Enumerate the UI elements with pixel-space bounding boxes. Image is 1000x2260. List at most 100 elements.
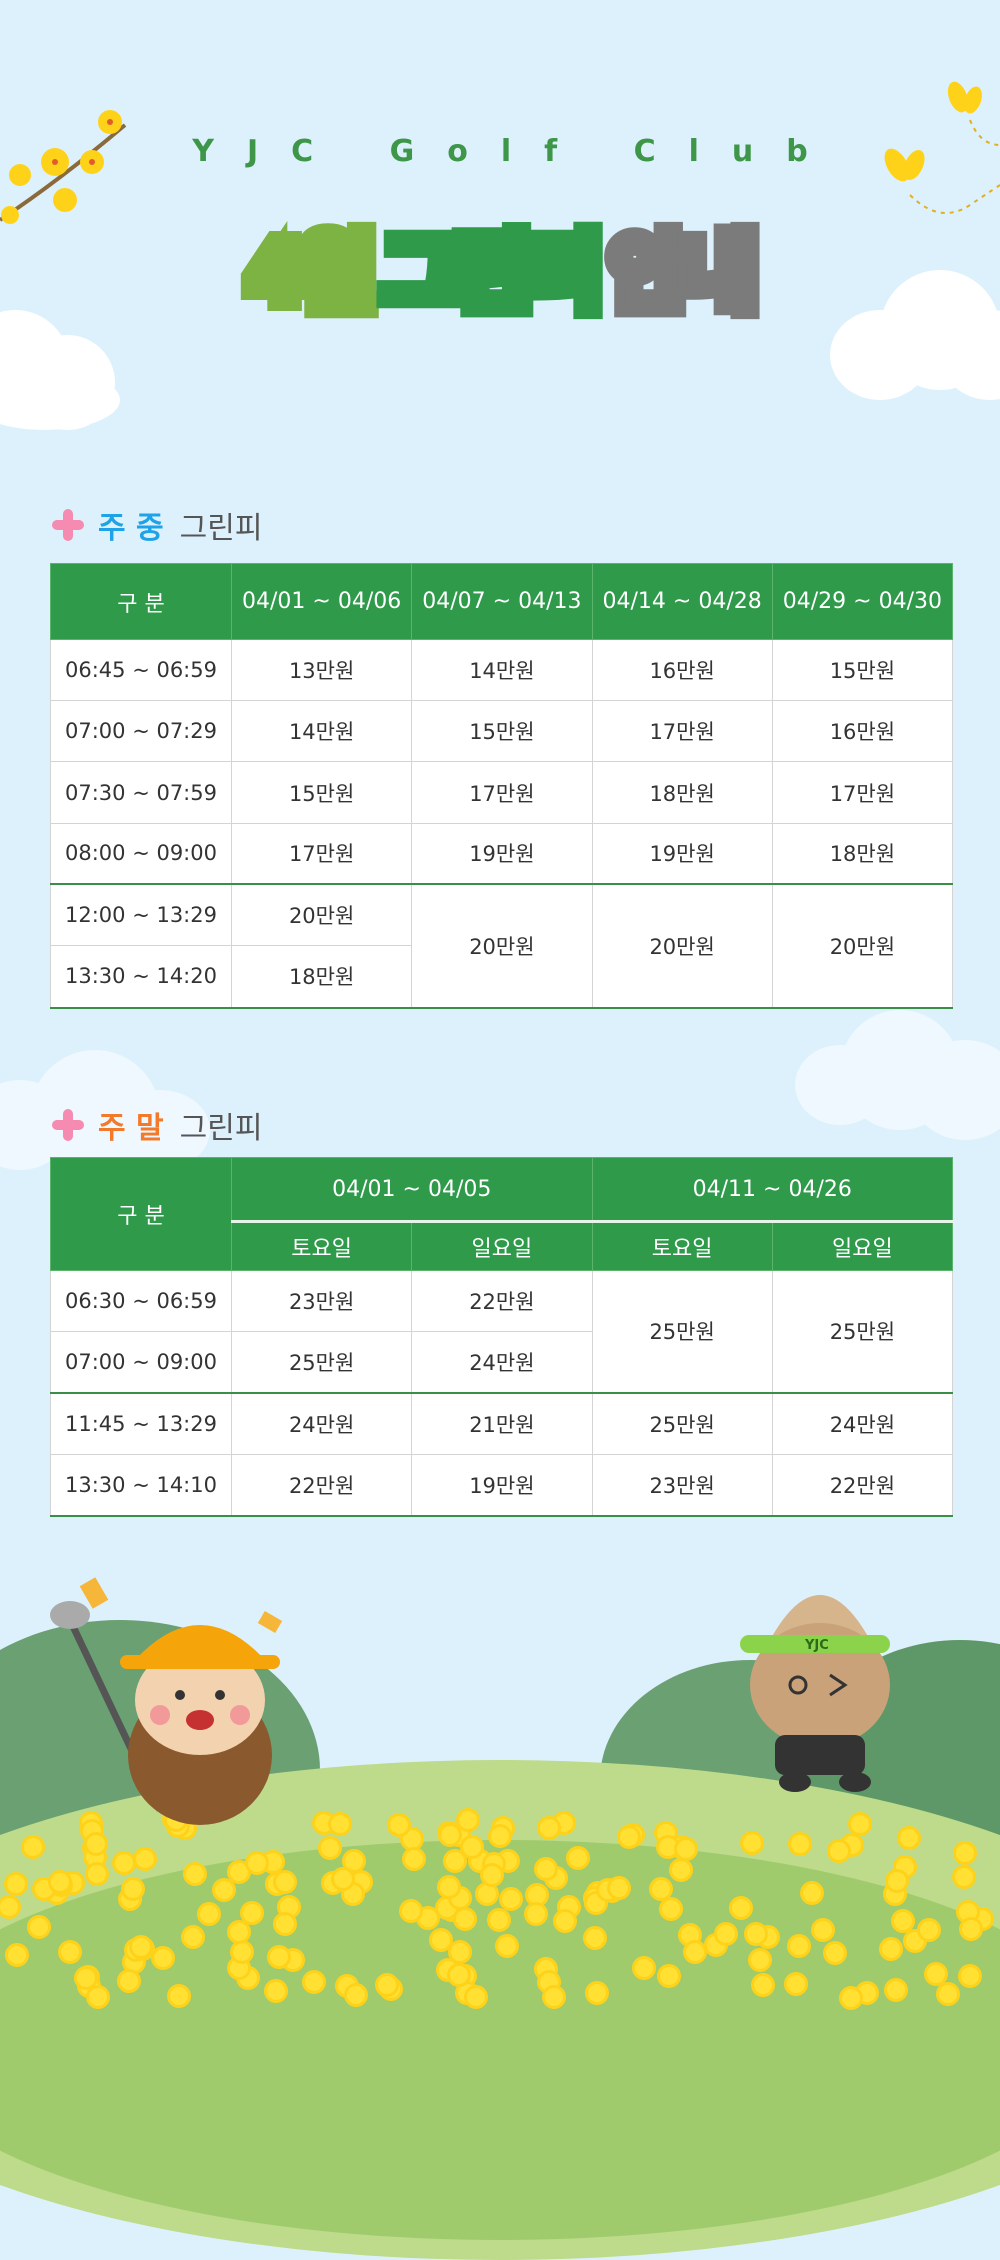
time-cell: 11:45 ~ 13:29 — [50, 1391, 232, 1455]
price-cell: 17만원 — [230, 823, 413, 884]
weekend-fee-table: 구 분 04/01 ~ 04/05 04/11 ~ 04/26 토요일 일요일 … — [50, 1157, 954, 1517]
flower-icon — [88, 1864, 107, 1883]
price-cell: 16만원 — [771, 700, 954, 762]
column-header: 04/29 ~ 04/30 — [771, 563, 954, 640]
flower-icon — [270, 1947, 289, 1966]
flower-icon — [441, 1825, 460, 1844]
price-cell: 24만원 — [411, 1331, 593, 1393]
flower-icon — [200, 1904, 219, 1923]
flower-icon — [0, 1897, 19, 1916]
price-cell: 22만원 — [411, 1270, 593, 1332]
flower-icon — [858, 1984, 877, 2003]
price-cell: 20만원 — [591, 882, 773, 1009]
flower-icon — [120, 1971, 139, 1990]
flower-icon — [556, 1912, 575, 1931]
column-header: 구 분 — [50, 563, 232, 640]
price-cell: 17만원 — [771, 761, 954, 824]
price-cell: 22만원 — [230, 1454, 413, 1517]
flower-icon — [527, 1904, 546, 1923]
flower-icon — [456, 1909, 475, 1928]
flower-icon — [266, 1982, 285, 2001]
price-cell: 18만원 — [771, 823, 954, 884]
flower-icon — [660, 1966, 679, 1985]
flower-icon — [539, 1973, 558, 1992]
flower-icon — [657, 1823, 676, 1842]
column-header: 04/07 ~ 04/13 — [411, 563, 593, 640]
flower-icon — [432, 1930, 451, 1949]
flower-icon — [24, 1837, 43, 1856]
flower-icon — [886, 1980, 905, 1999]
price-cell: 21만원 — [411, 1391, 593, 1455]
day-header: 토요일 — [230, 1220, 413, 1271]
table-row: 08:00 ~ 09:00 17만원 19만원 19만원 18만원 — [50, 823, 954, 884]
flower-icon — [284, 1950, 303, 1969]
price-cell: 15만원 — [230, 761, 413, 824]
flower-icon — [438, 1899, 457, 1918]
flower-icon — [888, 1872, 907, 1890]
flower-icon — [478, 1884, 497, 1903]
flower-icon — [826, 1943, 845, 1962]
price-cell: 15만원 — [411, 700, 593, 762]
flower-icon — [753, 1976, 772, 1995]
title-month: 4월 — [237, 216, 385, 331]
weekend-section-title: 주 말 그린피 — [52, 1103, 262, 1147]
greenfee-label: 그린피 — [179, 511, 263, 546]
flower-icon — [77, 1968, 96, 1987]
flower-icon — [750, 1950, 769, 1969]
flower-icon — [230, 1863, 249, 1882]
flower-icon — [345, 1851, 364, 1870]
price-cell: 17만원 — [411, 761, 593, 824]
price-cell: 13만원 — [230, 639, 413, 701]
flower-icon — [587, 1894, 606, 1913]
flower-icon — [528, 1885, 547, 1904]
flower-icon — [314, 1813, 333, 1832]
flower-icon — [790, 1937, 809, 1956]
flower-icon — [86, 1847, 105, 1866]
price-cell: 18만원 — [591, 761, 773, 824]
table-row: 07:00 ~ 09:00 25만원 24만원 — [50, 1331, 953, 1393]
price-cell: 14만원 — [411, 639, 593, 701]
flower-icon — [403, 1829, 422, 1848]
time-cell: 07:00 ~ 07:29 — [50, 700, 232, 762]
flower-icon — [136, 1850, 154, 1869]
price-cell: 14만원 — [230, 700, 413, 762]
greenfee-label: 그린피 — [179, 1111, 263, 1146]
flower-icon — [961, 1919, 980, 1938]
column-header: 04/01 ~ 04/06 — [230, 563, 413, 640]
flower-icon — [676, 1840, 695, 1859]
table-row: 07:30 ~ 07:59 15만원 17만원 18만원 17만원 — [50, 761, 954, 824]
butterfly-icon — [884, 81, 1000, 214]
flower-icon — [333, 1870, 352, 1889]
pinecone-mascot-visor-icon: YJC — [740, 1595, 890, 1792]
table-row: 13:30 ~ 14:20 18만원 — [50, 945, 953, 1009]
flower-icon — [482, 1865, 501, 1884]
price-cell: 19만원 — [411, 1454, 593, 1517]
column-header: 04/14 ~ 04/28 — [591, 563, 773, 640]
flower-icon — [841, 1989, 860, 2008]
flower-icon — [619, 1827, 638, 1846]
plus-icon — [52, 1109, 84, 1141]
flower-icon — [153, 1949, 172, 1968]
flower-icon — [35, 1880, 54, 1899]
price-cell: 22만원 — [771, 1454, 954, 1517]
title-greenfee: 그린피 — [374, 216, 612, 331]
table-header-row: 구 분 04/01 ~ 04/05 04/11 ~ 04/26 — [50, 1157, 953, 1271]
price-cell: 24만원 — [771, 1391, 954, 1455]
day-header: 일요일 — [771, 1220, 954, 1271]
flower-icon — [680, 1926, 699, 1945]
table-row: 07:00 ~ 07:29 14만원 15만원 17만원 16만원 — [50, 700, 954, 762]
time-cell: 07:00 ~ 09:00 — [50, 1331, 232, 1393]
flower-icon — [882, 1939, 901, 1958]
table-row: 06:30 ~ 06:59 23만원 22만원 25만원 25만원 — [50, 1270, 954, 1393]
flower-icon — [635, 1959, 654, 1978]
flower-icon — [491, 1826, 510, 1845]
flower-icon — [658, 1837, 677, 1856]
flower-icon — [276, 1873, 295, 1892]
flower-icon — [732, 1898, 751, 1917]
price-cell: 25만원 — [591, 1391, 773, 1455]
table-row: 06:45 ~ 06:59 13만원 14만원 16만원 15만원 — [50, 639, 954, 701]
price-cell: 20만원 — [771, 882, 954, 1009]
flower-icon — [894, 1912, 913, 1931]
flower-icon — [470, 1852, 489, 1871]
price-cell: 20만원 — [411, 882, 593, 1009]
